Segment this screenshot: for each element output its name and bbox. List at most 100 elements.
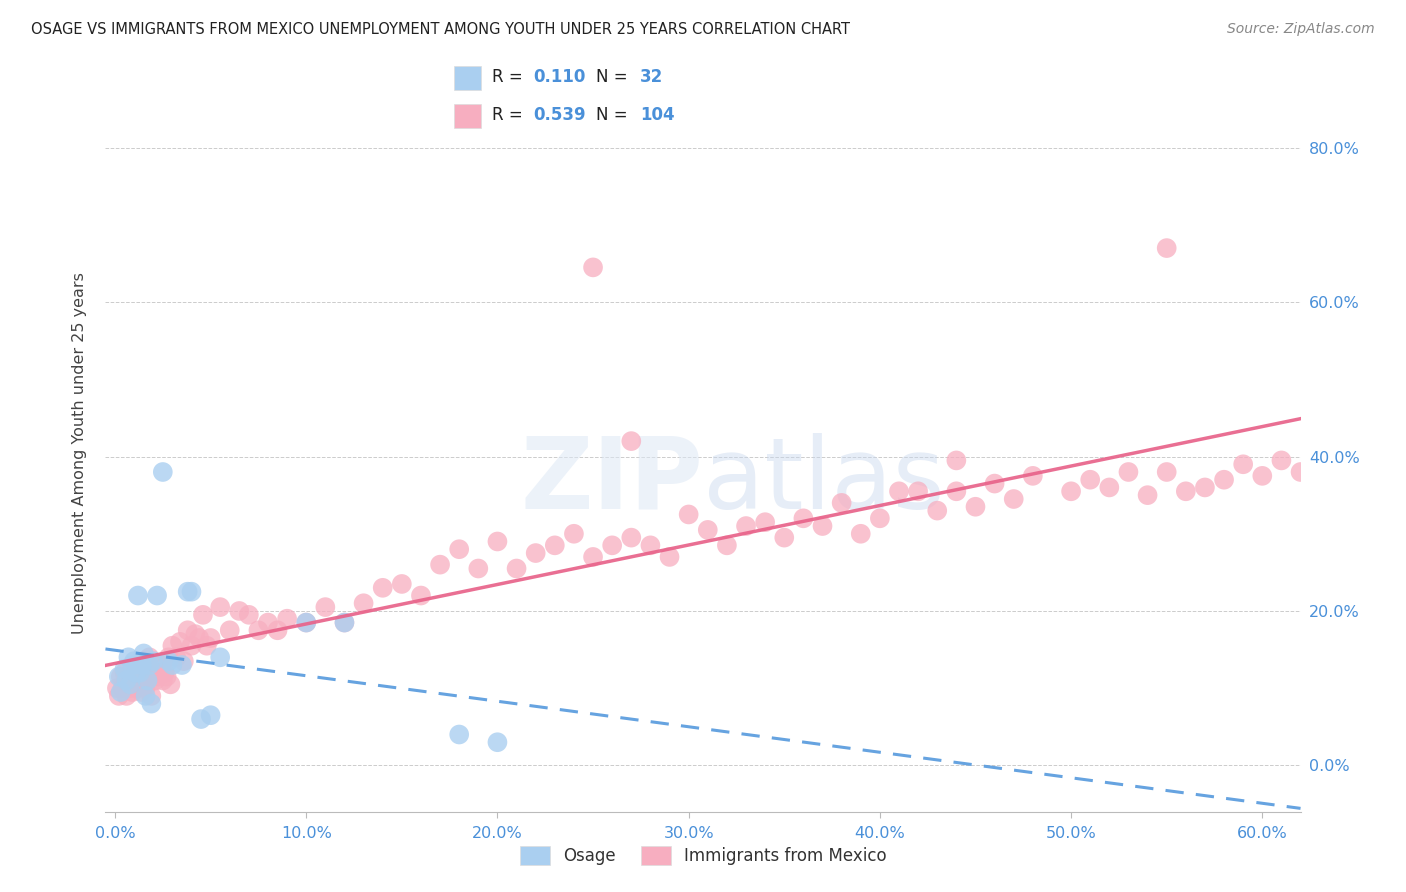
Text: Source: ZipAtlas.com: Source: ZipAtlas.com <box>1227 22 1375 37</box>
Point <box>111 681 134 696</box>
Point <box>162 639 184 653</box>
Point <box>1156 241 1178 255</box>
Point <box>114 662 136 676</box>
Text: 0.539: 0.539 <box>533 106 586 124</box>
Text: ZIP: ZIP <box>520 433 703 530</box>
Point <box>125 673 148 688</box>
Point <box>1156 465 1178 479</box>
Point <box>1194 480 1216 494</box>
Point <box>314 600 336 615</box>
Point <box>965 500 987 514</box>
Point <box>176 584 198 599</box>
Point <box>105 681 128 696</box>
Text: OSAGE VS IMMIGRANTS FROM MEXICO UNEMPLOYMENT AMONG YOUTH UNDER 25 YEARS CORRELAT: OSAGE VS IMMIGRANTS FROM MEXICO UNEMPLOY… <box>31 22 851 37</box>
Point <box>257 615 280 630</box>
Point <box>449 542 471 557</box>
Point <box>136 670 159 684</box>
Point <box>620 434 643 449</box>
Point <box>754 515 776 529</box>
Point <box>127 681 149 696</box>
Point <box>1002 491 1025 506</box>
Point <box>157 650 180 665</box>
Point <box>153 665 176 680</box>
Point <box>121 685 143 699</box>
Point <box>122 654 145 668</box>
Point <box>110 670 132 684</box>
Text: 32: 32 <box>640 69 664 87</box>
Point <box>429 558 451 572</box>
Point <box>143 673 166 688</box>
Point <box>159 677 181 691</box>
Point <box>200 708 222 723</box>
Point <box>165 650 187 665</box>
Point <box>120 681 142 696</box>
Point <box>1251 468 1274 483</box>
Text: 0.110: 0.110 <box>533 69 586 87</box>
Legend: Osage, Immigrants from Mexico: Osage, Immigrants from Mexico <box>513 839 893 871</box>
Point <box>125 665 148 680</box>
Point <box>131 685 153 699</box>
Point <box>266 624 288 638</box>
Point <box>945 453 967 467</box>
Point <box>486 534 509 549</box>
Point <box>945 484 967 499</box>
Point <box>658 549 681 564</box>
Point <box>1098 480 1121 494</box>
Point <box>486 735 509 749</box>
Point <box>128 670 150 684</box>
Point <box>409 589 432 603</box>
Point <box>1232 457 1254 471</box>
Point <box>353 596 375 610</box>
Point <box>115 673 138 688</box>
Point <box>1118 465 1140 479</box>
Point <box>180 639 202 653</box>
Point <box>136 673 159 688</box>
Point <box>907 484 929 499</box>
Point <box>678 508 700 522</box>
Point <box>184 627 207 641</box>
Point <box>983 476 1005 491</box>
Point <box>146 670 169 684</box>
Point <box>371 581 394 595</box>
Point <box>792 511 814 525</box>
Point <box>191 607 214 622</box>
Point <box>108 689 131 703</box>
Point <box>195 639 218 653</box>
Y-axis label: Unemployment Among Youth under 25 years: Unemployment Among Youth under 25 years <box>72 272 87 633</box>
Point <box>831 496 853 510</box>
Point <box>132 654 155 668</box>
Point <box>169 635 191 649</box>
Point <box>1270 453 1292 467</box>
Point <box>132 647 155 661</box>
Point <box>1022 468 1045 483</box>
Point <box>238 607 260 622</box>
Point <box>524 546 547 560</box>
Point <box>148 665 170 680</box>
Point <box>295 615 318 630</box>
Point <box>505 561 527 575</box>
Point <box>135 681 157 696</box>
Text: N =: N = <box>596 69 633 87</box>
Point <box>696 523 718 537</box>
Point <box>115 689 138 703</box>
Point <box>152 673 174 688</box>
Point <box>114 665 136 680</box>
Point <box>391 577 413 591</box>
Point <box>162 658 184 673</box>
Point <box>773 531 796 545</box>
Point <box>152 465 174 479</box>
Point <box>128 665 150 680</box>
Point <box>218 624 240 638</box>
Point <box>716 538 738 552</box>
Text: atlas: atlas <box>703 433 945 530</box>
Point <box>142 654 165 668</box>
Point <box>1078 473 1101 487</box>
Point <box>295 615 318 630</box>
Point <box>157 654 180 668</box>
Point <box>117 677 139 691</box>
Point <box>141 697 163 711</box>
Point <box>180 584 202 599</box>
Point <box>176 624 198 638</box>
Bar <box>454 104 481 128</box>
Point <box>121 658 143 673</box>
